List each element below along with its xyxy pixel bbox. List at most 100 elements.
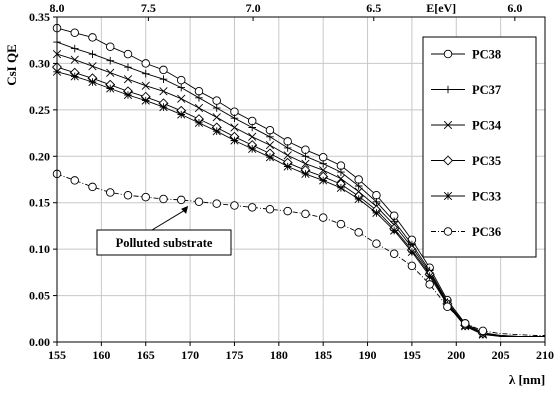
data-point-pc34	[88, 62, 97, 71]
data-point-pc38	[159, 65, 168, 75]
data-point-pc33	[390, 226, 399, 235]
data-point-pc37	[195, 93, 203, 102]
data-point-pc33	[159, 102, 168, 112]
x-tick-label: 190	[359, 348, 377, 362]
series-pc38	[52, 23, 545, 337]
top-tick-label: 7.5	[141, 1, 156, 15]
legend-label-pc34: PC34	[472, 119, 502, 133]
data-point-pc38	[123, 49, 133, 59]
data-point-pc36	[389, 249, 399, 259]
data-point-pc37	[283, 144, 292, 152]
data-point-pc34	[159, 87, 168, 96]
y-tick-label: 0.15	[29, 196, 50, 210]
data-point-pc33	[70, 72, 79, 81]
data-point-pc38	[212, 96, 221, 105]
data-point-pc33	[319, 176, 328, 185]
data-point-pc36	[230, 201, 239, 210]
data-point-pc37	[301, 152, 310, 161]
data-point-pc38	[318, 152, 328, 162]
data-point-pc36	[265, 204, 275, 214]
data-point-pc33	[372, 208, 381, 218]
data-point-pc33	[141, 96, 150, 105]
data-point-pc33	[354, 194, 363, 204]
legend-label-pc36: PC36	[472, 225, 501, 239]
data-point-pc38	[247, 116, 257, 126]
data-point-pc38	[301, 145, 310, 155]
data-point-pc33	[194, 118, 204, 127]
top-tick-label: 6.0	[507, 1, 522, 15]
legend-box	[422, 36, 537, 258]
data-point-pc34	[301, 159, 310, 168]
data-point-pc37	[230, 114, 239, 123]
data-point-pc36	[478, 326, 488, 336]
data-point-pc36	[123, 191, 133, 200]
annotation-text: Polluted substrate	[116, 236, 213, 250]
data-point-pc36	[318, 213, 328, 222]
legend-label-pc37: PC37	[472, 83, 501, 97]
data-point-pc36	[70, 176, 79, 185]
data-point-pc37	[141, 69, 150, 78]
top-axis-title: E[eV]	[426, 1, 456, 15]
data-point-pc37	[159, 75, 168, 84]
legend: PC38 PC37 PC34 PC35 PC33 PC36	[422, 36, 537, 258]
top-tick-label: 6.5	[366, 1, 381, 15]
data-point-pc36	[176, 195, 186, 205]
legend-label-pc35: PC35	[472, 154, 501, 168]
x-axis-title: λ [nm]	[509, 372, 545, 387]
data-point-pc37	[124, 63, 132, 71]
y-tick-label: 0.00	[29, 335, 50, 349]
legend-marker	[443, 120, 453, 130]
x-tick-label: 200	[447, 348, 465, 362]
y-tick-label: 0.05	[29, 289, 50, 303]
data-point-pc38	[372, 191, 381, 200]
data-point-pc37	[319, 159, 327, 168]
data-point-pc34	[212, 113, 221, 122]
annotation-arrow-head	[181, 205, 189, 214]
data-point-pc36	[443, 302, 452, 311]
data-point-pc34	[194, 103, 204, 113]
legend-marker	[444, 85, 452, 94]
data-point-pc38	[354, 175, 363, 184]
data-point-pc38	[105, 42, 115, 51]
legend-label-pc33: PC33	[472, 190, 501, 204]
data-point-pc38	[70, 28, 79, 38]
axes: 155 160 165 170 175 180 185 190 195 200 205 210 0.00…	[4, 1, 554, 387]
data-point-pc34	[70, 55, 79, 64]
data-point-pc36	[372, 239, 381, 248]
data-point-pc33	[123, 90, 133, 100]
legend-marker	[443, 49, 453, 59]
plot-frame	[56, 16, 546, 343]
legend-label-pc38: PC38	[472, 48, 501, 62]
data-point-pc36	[460, 319, 470, 328]
x-tick-label: 175	[225, 348, 243, 362]
x-tick-label: 185	[314, 348, 332, 362]
data-point-pc37	[212, 104, 221, 112]
x-tick-label: 210	[536, 348, 554, 362]
data-point-pc34	[319, 166, 328, 175]
series-pc36	[52, 169, 545, 336]
y-tick-label: 0.35	[29, 10, 50, 24]
top-tick-label: 8.0	[50, 1, 65, 15]
legend-marker	[442, 155, 454, 166]
data-point-pc34	[265, 141, 275, 150]
data-point-pc38	[176, 75, 186, 85]
x-tick-label: 165	[137, 348, 155, 362]
data-point-pc36	[283, 206, 292, 216]
data-point-pc36	[141, 192, 150, 202]
data-point-pc37	[248, 123, 256, 132]
annotation-box	[96, 229, 232, 256]
data-point-pc37	[88, 50, 97, 58]
data-point-pc34	[106, 68, 115, 77]
data-point-pc37	[106, 56, 115, 65]
x-tick-label: 180	[270, 348, 288, 362]
data-point-pc37	[372, 197, 381, 206]
data-point-pc34	[123, 75, 133, 84]
data-point-pc37	[337, 168, 345, 176]
data-point-pc34	[248, 132, 257, 141]
data-point-pc33	[283, 162, 292, 171]
data-point-pc33	[177, 110, 186, 119]
data-point-pc36	[194, 197, 204, 207]
legend-marker	[443, 191, 453, 201]
data-point-pc36	[105, 188, 115, 197]
annotation: Polluted substrate	[96, 205, 232, 256]
